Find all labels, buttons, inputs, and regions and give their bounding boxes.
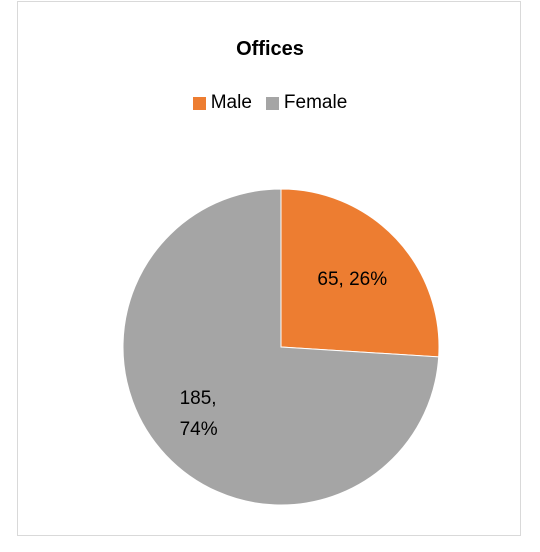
chart-frame: [17, 1, 521, 536]
legend-swatch: [192, 96, 206, 110]
legend-item: Female: [265, 92, 348, 114]
legend-swatch: [265, 96, 279, 110]
data-label: 185, 74%: [179, 388, 218, 441]
legend-label: Male: [210, 92, 252, 113]
legend-label: Female: [283, 92, 348, 113]
data-label: 65, 26%: [317, 269, 388, 291]
legend: Male Female: [0, 92, 540, 114]
chart-title: Offices: [236, 38, 304, 60]
pie-slice: [122, 188, 440, 506]
legend-item: Male: [192, 92, 252, 114]
pie-slice: [280, 188, 440, 358]
